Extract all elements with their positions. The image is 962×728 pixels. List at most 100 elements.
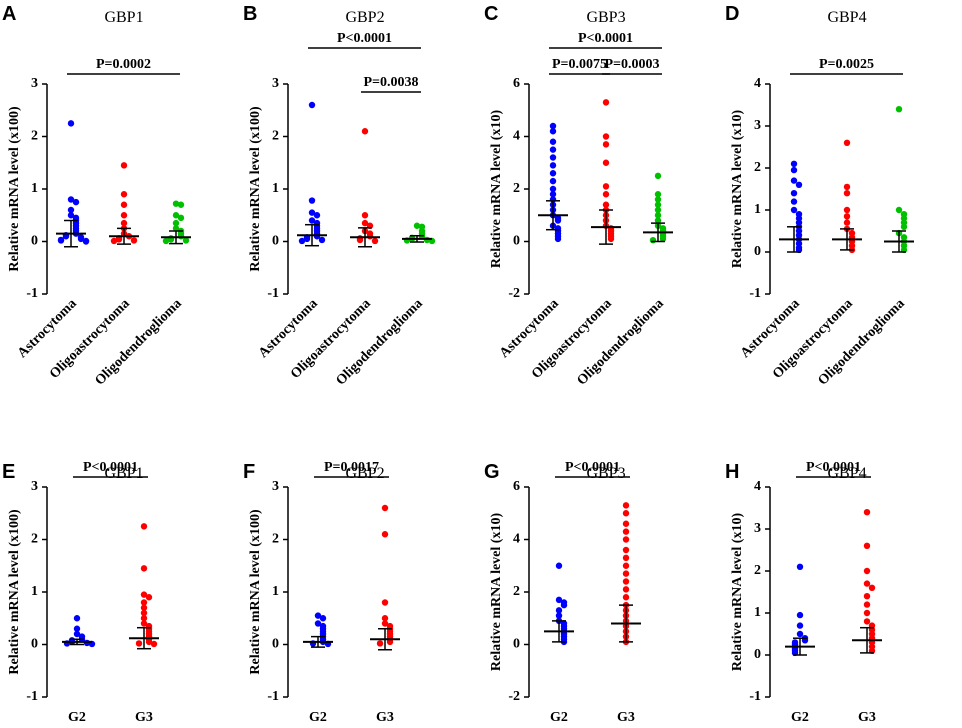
data-point [376,640,384,647]
data-point [120,191,128,198]
data-point [796,622,804,629]
data-point [549,146,557,153]
y-tick-label: 2 [513,181,520,196]
data-point [549,170,557,177]
y-tick-label: 3 [272,76,279,91]
y-tick-label: 2 [31,129,38,144]
data-point [120,201,128,208]
data-point [554,235,562,243]
data-point [308,197,316,204]
data-point [73,630,81,638]
x-tick-label: Oligodendroglioma [92,296,184,388]
data-point [361,212,369,219]
data-point [356,236,364,244]
data-point [555,612,563,619]
p-value: P<0.0001 [578,31,633,46]
data-point [67,196,75,203]
y-tick-label: -2 [508,286,520,301]
data-point [843,213,851,220]
data-point [622,578,630,585]
y-tick-label: -1 [267,286,279,301]
y-tick-label: 1 [754,202,761,217]
data-point [62,233,70,240]
data-point [863,609,871,617]
data-point [602,141,610,148]
y-tick-label: 0 [513,234,520,249]
p-value: P<0.0001 [565,460,620,475]
data-point [622,594,630,601]
panel-letter: H [725,461,739,483]
data-point [654,191,662,198]
data-point [366,233,374,240]
panel-letter: G [484,461,500,483]
data-point [303,235,311,243]
y-tick-label: 1 [31,584,38,599]
data-point [895,106,903,113]
y-tick-label: 4 [754,76,761,91]
x-tick-label: G3 [376,710,394,725]
panel-title: GBP2 [345,9,384,26]
data-point [560,601,568,609]
data-point [622,570,630,577]
y-tick-label: -2 [508,689,520,704]
y-tick-label: 2 [754,160,761,175]
data-point [413,222,421,229]
p-value: P=0.0038 [363,75,418,90]
data-point [602,99,610,106]
data-point [308,101,316,109]
y-tick-label: 4 [513,532,520,547]
data-point [863,618,871,625]
y-tick-label: 1 [272,181,279,196]
y-axis-label: Relative mRNA level (x10) [489,513,504,672]
data-point [313,212,321,219]
data-point [796,563,804,570]
data-point [622,536,630,543]
data-point [649,236,657,244]
data-point [177,201,185,208]
y-tick-label: 3 [31,76,38,91]
data-point [900,223,908,230]
data-point [549,128,557,135]
y-tick-label: 2 [513,584,520,599]
data-point [140,604,148,611]
y-tick-label: 4 [513,129,520,144]
y-tick-label: 4 [754,479,761,494]
data-point [140,599,148,606]
data-point [555,596,563,604]
data-point [361,219,369,227]
y-axis-label: Relative mRNA level (x100) [7,106,22,272]
data-point [654,212,662,219]
data-point [150,640,158,648]
x-tick-label: G3 [135,710,153,725]
data-point [120,212,128,219]
x-tick-label: G2 [309,710,327,725]
data-point [622,510,630,517]
y-axis-label: Relative mRNA level (x10) [489,110,504,269]
data-point [622,502,630,509]
data-point [555,607,563,614]
panel-title: GBP3 [586,9,625,26]
data-point [549,177,557,185]
y-tick-label: 3 [31,479,38,494]
data-point [790,206,798,214]
data-point [622,520,630,527]
data-point [602,191,610,198]
data-point [67,206,75,214]
data-point [308,209,316,216]
data-point [796,630,804,638]
data-point [895,206,903,214]
data-point [73,615,81,622]
data-point [162,237,170,245]
x-tick-label: Oligodendroglioma [333,296,425,388]
y-tick-label: 1 [272,584,279,599]
data-point [172,225,180,232]
data-point [145,638,153,646]
data-point [790,160,798,167]
data-point [602,159,610,166]
data-point [843,206,851,214]
panel-title: GBP1 [104,9,143,26]
data-point [622,546,630,554]
x-tick-label: Oligodendroglioma [815,296,907,388]
data-point [843,190,851,197]
panel-letter: D [725,3,739,25]
